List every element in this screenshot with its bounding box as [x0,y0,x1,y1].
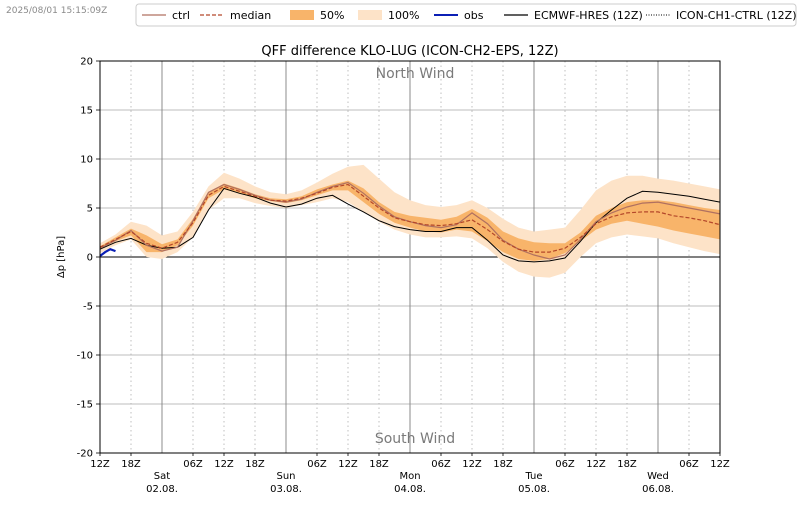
obs-line [99,247,116,257]
date-label: 04.08. [394,484,426,495]
x-tick-label: 12Z [90,459,110,470]
legend-swatch-band100 [358,10,382,20]
y-tick-label: 10 [80,155,93,166]
x-tick-label: 06Z [307,459,327,470]
y-tick-label: -20 [77,449,93,460]
y-tick-label: 0 [87,253,93,264]
x-tick-label: 06Z [183,459,203,470]
y-tick-label: 15 [80,106,93,117]
x-tick-label: 18Z [493,459,513,470]
date-label: 06.08. [642,484,674,495]
y-tick-label: 20 [80,57,93,68]
y-tick-label: 5 [87,204,93,215]
x-tick-label: 06Z [431,459,451,470]
y-axis-label: Δp [hPa] [56,236,67,278]
day-label: Tue [524,471,542,482]
lines [99,181,721,263]
band-50 [100,180,720,261]
x-tick-label: 12Z [338,459,358,470]
hres-line [99,187,721,263]
x-tick-label: 12Z [710,459,730,470]
legend-label-hres: ECMWF-HRES (12Z) [534,9,643,22]
south-wind-label: South Wind [375,431,455,447]
timestamp: 2025/08/01 15:15:09Z [6,6,108,16]
legend-swatch-band50 [290,10,314,20]
north-wind-label: North Wind [376,66,455,82]
x-tick-label: 06Z [679,459,699,470]
chart-title: QFF difference KLO-LUG (ICON-CH2-EPS, 12… [261,44,558,59]
x-tick-label: 18Z [617,459,637,470]
x-tick-label: 12Z [586,459,606,470]
legend-label-median: median [230,9,271,22]
median-line [99,183,721,253]
legend: ctrl median 50% 100% obs ECMWF-HRES (12Z) ICON… [135,3,797,27]
y-tick-label: -15 [77,400,93,411]
legend-label-ch1: ICON-CH1-CTRL (12Z) [676,9,796,22]
legend-label-obs: obs [464,9,484,22]
date-label: 02.08. [146,484,178,495]
legend-label-ctrl: ctrl [172,9,190,22]
legend-label-band100: 100% [388,9,419,22]
y-tick-label: -10 [77,351,93,362]
x-tick-label: 18Z [369,459,389,470]
x-tick-label: 12Z [462,459,482,470]
day-label: Wed [647,471,669,482]
x-tick-label: 12Z [214,459,234,470]
date-label: 05.08. [518,484,550,495]
x-tick-label: 18Z [121,459,141,470]
day-label: Sat [154,471,170,482]
y-tick-label: -5 [83,302,93,313]
day-label: Mon [399,471,420,482]
legend-label-band50: 50% [320,9,344,22]
x-tick-label: 18Z [245,459,265,470]
grid [100,61,720,453]
date-label: 03.08. [270,484,302,495]
x-tick-label: 06Z [555,459,575,470]
day-label: Sun [276,471,295,482]
